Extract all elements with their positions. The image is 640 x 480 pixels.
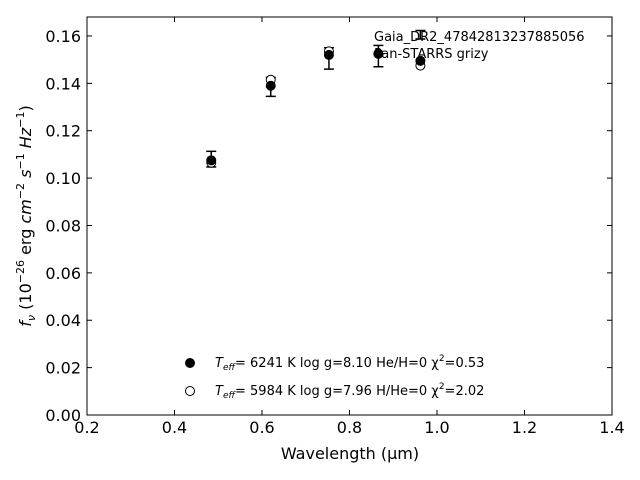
x-axis-ticks: 0.2 0.4 0.6 0.8 1.0 1.2 1.4 [74,17,625,437]
y-tick-label: 0.00 [45,406,81,425]
legend-marker-open [185,386,195,396]
y-tick-label: 0.16 [45,27,81,46]
survey-annotation: Pan-STARRS grizy [374,47,489,62]
plot-frame [86,16,613,416]
model-point-filled [206,155,217,166]
x-tick-label: 1.4 [599,418,624,437]
model-markers [206,46,426,168]
legend-marker-filled [185,358,195,368]
legend: Teff= 6241 K log g=8.10 He/H=0 χ2=0.53 T… [185,354,484,401]
x-tick-label: 0.6 [249,418,274,437]
x-tick-label: 0.2 [74,418,99,437]
model-point-filled [415,55,426,66]
x-tick-label: 0.8 [337,418,362,437]
model-point-filled [323,49,334,60]
annotations: Gaia_DR2_47842813237885056 Pan-STARRS gr… [374,30,585,62]
y-tick-label: 0.04 [45,311,81,330]
y-tick-label: 0.08 [45,216,81,235]
legend-entry-2: Teff= 5984 K log g=7.96 H/He=0 χ2=2.02 [215,382,484,401]
y-tick-label: 0.14 [45,74,81,93]
y-tick-label: 0.02 [45,359,81,378]
x-tick-label: 0.4 [162,418,187,437]
y-axis-label: fν (10−26 erg cm−2 s−1 Hz−1) [14,105,38,326]
y-tick-label: 0.06 [45,264,81,283]
y-tick-label: 0.10 [45,169,81,188]
model-point-filled [265,80,276,91]
legend-entry-1: Teff= 6241 K log g=8.10 He/H=0 χ2=0.53 [215,354,484,373]
object-name-annotation: Gaia_DR2_47842813237885056 [374,30,585,45]
y-axis-ticks: 0.00 0.02 0.04 0.06 0.08 0.10 0.12 0.14 0.16 [45,27,612,425]
x-axis-label: Wavelength (μm) [281,444,419,463]
y-tick-label: 0.12 [45,122,81,141]
x-tick-label: 1.2 [512,418,537,437]
model-point-filled [373,48,384,59]
plot-area [86,16,613,416]
x-tick-label: 1.0 [424,418,449,437]
